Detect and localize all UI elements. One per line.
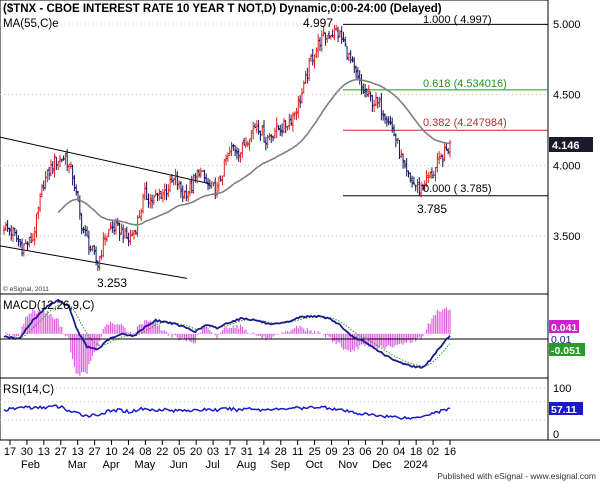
price-y-tick-label: 4.500	[553, 90, 581, 102]
fib-382-label: 0.382 (4.247984)	[423, 117, 507, 129]
x-tick-label: 20	[190, 446, 202, 458]
x-month-label: Oct	[306, 459, 323, 471]
x-month-label: May	[135, 459, 156, 471]
x-tick-label: 24	[122, 446, 134, 458]
channel-lower-line	[0, 245, 188, 279]
footer-credit: Published with eSignal - www.esignal.com	[437, 471, 596, 481]
x-tick-label: 22	[156, 446, 168, 458]
fib-0-label: 0.000 ( 3.785)	[423, 183, 492, 195]
x-tick-label: 04	[393, 446, 405, 458]
fib-100-label: 1.000 ( 4.997)	[423, 14, 492, 26]
macd-signal-line	[3, 303, 451, 367]
low-annotation: 3.785	[417, 202, 447, 216]
x-month-label: Dec	[372, 459, 392, 471]
last-price-box	[549, 137, 593, 152]
channel-low-annotation: 3.253	[97, 276, 127, 290]
x-month-label: Feb	[21, 459, 40, 471]
rsi-line	[3, 404, 451, 421]
x-month-label: Jul	[206, 459, 220, 471]
ma-label: MA(55,C)e	[3, 18, 59, 30]
x-month-label: Nov	[338, 459, 358, 471]
rsi-value-box	[549, 402, 583, 415]
x-month-label: Aug	[237, 459, 257, 471]
x-tick-label: 10	[105, 446, 117, 458]
x-month-label: Mar	[68, 459, 87, 471]
rsi-y-tick-label: 100	[553, 383, 571, 395]
x-tick-label: 05	[173, 446, 185, 458]
x-month-label: Jun	[170, 459, 188, 471]
x-tick-label: 06	[359, 446, 371, 458]
x-tick-label: 18	[410, 446, 422, 458]
price-y-tick-label: 5.000	[553, 19, 581, 31]
x-tick-label: 30	[21, 446, 33, 458]
x-tick-label: 17	[4, 446, 16, 458]
macd-line	[3, 298, 451, 369]
macd-title: MACD(12,26,9,C)	[3, 300, 95, 312]
x-tick-label: 14	[258, 446, 270, 458]
x-tick-label: 23	[342, 446, 354, 458]
channel-upper-line	[0, 136, 211, 185]
x-tick-label: 31	[241, 446, 253, 458]
x-tick-label: 17	[224, 446, 236, 458]
rsi-value: 57.11	[551, 404, 577, 416]
x-month-label: Sep	[271, 459, 291, 471]
x-tick-label: 27	[88, 446, 100, 458]
price-y-tick-label: 3.500	[553, 231, 581, 243]
rsi-title: RSI(14,C)	[3, 384, 54, 396]
x-tick-label: 11	[292, 446, 303, 458]
macd-value-box-3	[549, 343, 585, 356]
fib-618-label: 0.618 (4.534016)	[423, 78, 507, 90]
x-tick-label: 03	[207, 446, 219, 458]
x-tick-label: 08	[139, 446, 151, 458]
ma-55-line	[57, 78, 451, 226]
macd-value-box-1	[549, 320, 579, 333]
x-month-label: Apr	[103, 459, 120, 471]
x-tick-label: 28	[275, 446, 287, 458]
chart-title: ($TNX - CBOE INTEREST RATE 10 YEAR T NOT…	[3, 3, 442, 15]
price-y-tick-label: 4.000	[553, 160, 581, 172]
x-tick-label: 16	[444, 446, 456, 458]
x-month-label: 2024	[403, 459, 427, 471]
x-tick-label: 13	[72, 446, 84, 458]
x-tick-label: 09	[325, 446, 337, 458]
copyright-label: © eSignal, 2011	[3, 285, 49, 293]
x-tick-label: 25	[308, 446, 320, 458]
macd-value-1: 0.041	[551, 322, 577, 334]
high-annotation: 4.997	[303, 16, 333, 30]
last-price-value: 4.146	[552, 140, 580, 152]
x-tick-label: 27	[55, 446, 67, 458]
x-tick-label: 02	[427, 446, 439, 458]
rsi-y-tick-label: 0	[553, 429, 559, 441]
macd-value-3: -0.051	[551, 345, 581, 357]
x-tick-label: 13	[38, 446, 50, 458]
price-panel-frame	[0, 0, 549, 295]
x-tick-label: 20	[376, 446, 388, 458]
